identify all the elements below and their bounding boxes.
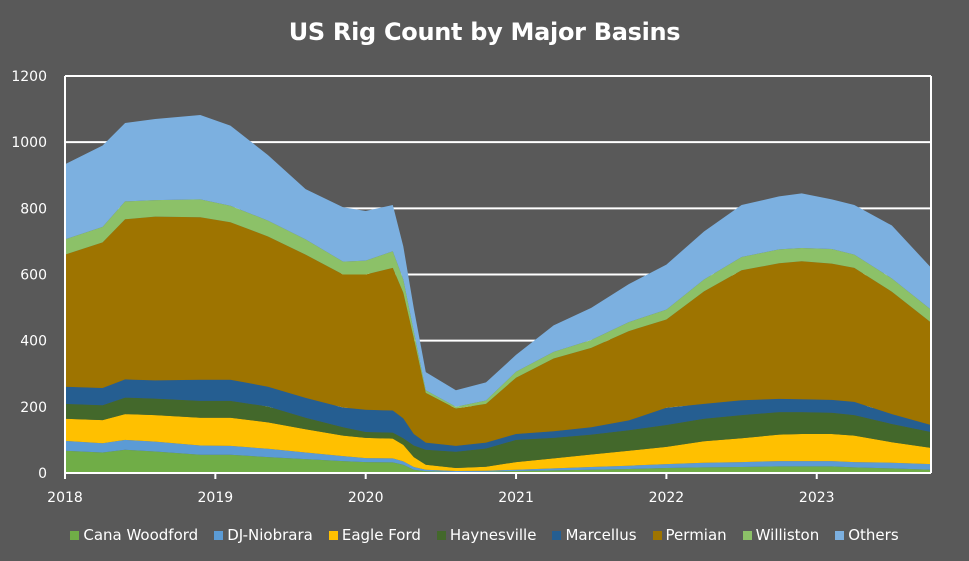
y-tick-label: 0 [38, 466, 47, 482]
axes [64, 76, 932, 479]
x-tick-label: 2022 [649, 490, 685, 506]
y-tick-label: 400 [20, 334, 47, 350]
legend-swatch [70, 530, 80, 540]
x-tick-label: 2021 [498, 490, 534, 506]
legend-swatch [835, 530, 845, 540]
legend-label: Marcellus [565, 526, 637, 544]
x-tick-label: 2018 [47, 490, 83, 506]
area-cana-woodford [65, 449, 931, 473]
legend-label: Cana Woodford [83, 526, 199, 544]
legend-item: DJ-Niobrara [214, 526, 313, 544]
legend: Cana Woodford DJ-Niobrara Eagle Ford Haynes… [0, 526, 969, 544]
y-tick-labels: 0 200 400 600 800 1000 1200 [11, 69, 47, 482]
legend-swatch [214, 530, 224, 540]
legend-label: Haynesville [449, 526, 537, 544]
y-tick-label: 200 [20, 400, 47, 416]
legend-swatch [742, 530, 752, 540]
chart-title: US Rig Count by Major Basins [288, 18, 681, 46]
legend-item: Permian [652, 526, 727, 544]
legend-swatch [552, 530, 562, 540]
legend-label: DJ-Niobrara [227, 526, 313, 544]
area-dj-niobrara [65, 439, 931, 472]
legend-item: Eagle Ford [328, 526, 421, 544]
legend-swatch [436, 530, 446, 540]
legend-item: Haynesville [436, 526, 537, 544]
legend-item: Williston [742, 526, 820, 544]
legend-item: Cana Woodford [70, 526, 198, 544]
legend-swatch [328, 530, 338, 540]
x-tick-label: 2019 [198, 490, 234, 506]
x-tick-label: 2023 [799, 490, 835, 506]
legend-label: Eagle Ford [341, 526, 421, 544]
area-series-group [65, 115, 931, 473]
x-tick-label: 2020 [348, 490, 384, 506]
x-tick-labels: 2018 2019 2020 2021 2022 2023 [47, 490, 834, 506]
area-marcellus [65, 379, 931, 452]
y-tick-label: 800 [20, 201, 47, 217]
area-permian [65, 216, 931, 446]
legend-label: Permian [665, 526, 727, 544]
legend-item: Marcellus [552, 526, 637, 544]
legend-label: Others [848, 526, 899, 544]
legend-label: Williston [755, 526, 820, 544]
area-eagle-ford [65, 414, 931, 471]
legend-item: Others [835, 526, 899, 544]
y-tick-label: 1000 [11, 135, 47, 151]
y-tick-label: 1200 [11, 69, 47, 85]
y-tick-label: 600 [20, 268, 47, 284]
area-haynesville [65, 397, 931, 468]
area-others [65, 115, 931, 407]
legend-swatch [652, 530, 662, 540]
